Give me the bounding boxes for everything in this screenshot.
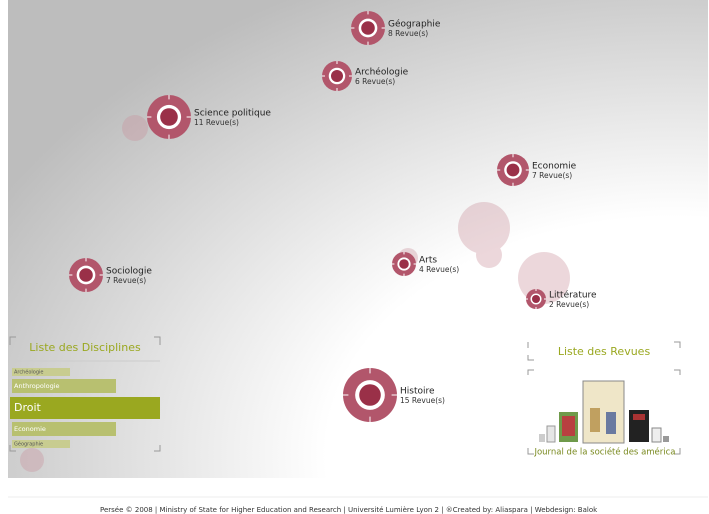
node-count: 11 Revue(s) [194, 118, 239, 127]
node-core [359, 384, 381, 406]
node-count: 4 Revue(s) [419, 265, 459, 274]
revues-caption: Journal de la société des américa [533, 447, 675, 458]
node-core [507, 164, 520, 177]
disciplines-title: Liste des Disciplines [29, 341, 141, 354]
footer: Persée © 2008 | Ministry of State for Hi… [100, 506, 598, 514]
node-label: Science politique [194, 109, 271, 119]
node-count: 7 Revue(s) [106, 276, 146, 285]
discipline-item[interactable]: Archéologie [14, 369, 44, 376]
discipline-item[interactable]: Anthropologie [14, 382, 60, 390]
node-core [399, 259, 409, 269]
node-core [160, 108, 178, 126]
node-label: Arts [419, 256, 437, 266]
revues-title: Liste des Revues [558, 345, 651, 358]
node-core [532, 295, 540, 303]
node-core [79, 268, 93, 282]
node-label: Archéologie [355, 67, 409, 78]
node-count: 7 Revue(s) [532, 171, 572, 180]
node-label: Economie [532, 162, 577, 172]
node-core [331, 70, 343, 82]
node-count: 8 Revue(s) [388, 29, 428, 38]
node-label: Histoire [400, 387, 435, 397]
node-count: 2 Revue(s) [549, 300, 589, 309]
node-count: 6 Revue(s) [355, 77, 395, 86]
node-label: Géographie [388, 19, 441, 30]
discipline-item[interactable]: Droit [14, 401, 42, 414]
page: Géographie8 Revue(s)Archéologie6 Revue(s… [0, 0, 709, 514]
discipline-item[interactable]: Economie [14, 425, 46, 433]
discipline-item[interactable]: Géographie [14, 441, 43, 448]
node-count: 15 Revue(s) [400, 396, 445, 405]
node-label: Littérature [549, 290, 597, 301]
node-label: Sociologie [106, 267, 152, 277]
node-core [361, 21, 375, 35]
